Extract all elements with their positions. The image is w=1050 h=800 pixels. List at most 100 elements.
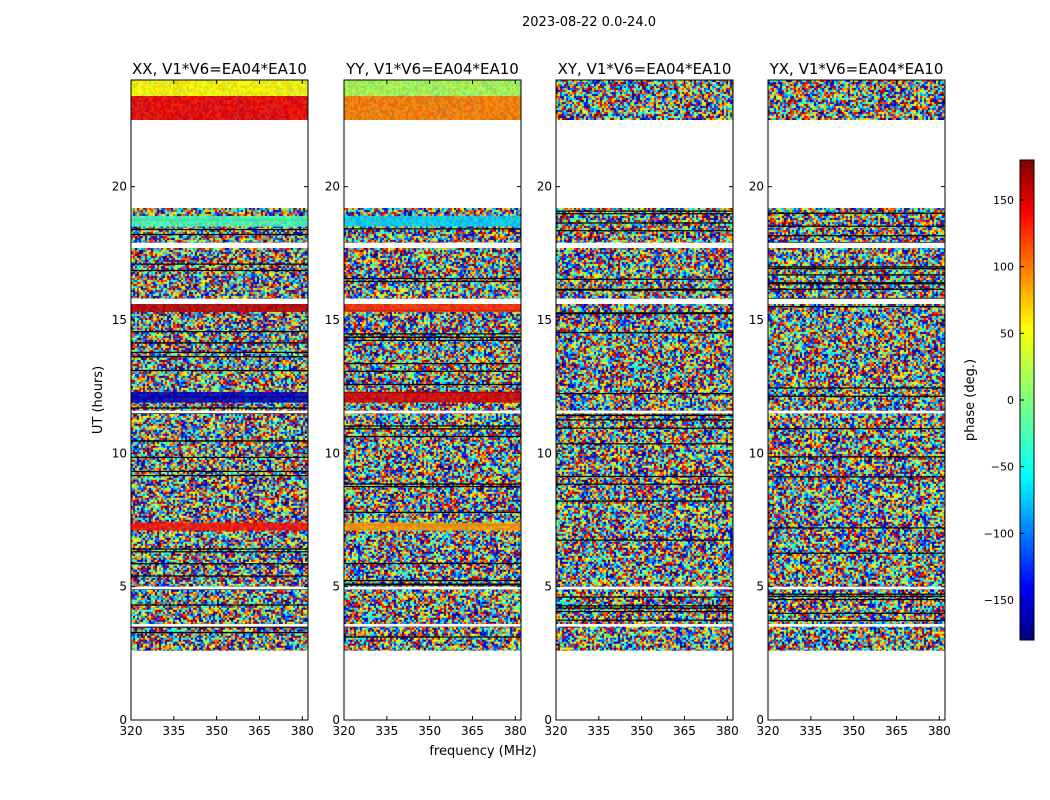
scan-stripe (556, 278, 733, 280)
figure-title: 2023-08-22 0.0-24.0 (522, 15, 656, 30)
coherent-band (131, 80, 308, 96)
phase-noise-region (556, 208, 733, 651)
scan-stripe (131, 369, 308, 372)
scan-stripe (131, 474, 308, 477)
dropout-band (131, 586, 308, 590)
scan-stripe (344, 579, 521, 582)
y-tick-label: 5 (756, 580, 764, 594)
coherent-band (131, 522, 308, 531)
x-tick-label: 320 (757, 724, 780, 738)
scan-stripe (768, 428, 945, 430)
x-tick-label: 380 (716, 724, 739, 738)
scan-stripe (768, 395, 945, 397)
dropout-band (131, 242, 308, 248)
scan-stripe (131, 626, 308, 628)
dropout-band (768, 410, 945, 414)
scan-stripe (768, 274, 945, 276)
x-axis-label: frequency (MHz) (429, 744, 536, 759)
scan-stripe (768, 306, 945, 308)
scan-stripe (131, 351, 308, 353)
scan-stripe (768, 297, 945, 300)
scan-stripe (768, 595, 945, 597)
scan-stripe (556, 288, 733, 290)
y-tick-label: 15 (112, 313, 127, 327)
coherent-band (131, 96, 308, 120)
scan-stripe (556, 210, 733, 212)
panel-title: XX, V1*V6=EA04*EA10 (132, 60, 307, 78)
scan-stripe (131, 228, 308, 231)
y-tick-label: 0 (119, 713, 127, 727)
scan-stripe (556, 475, 733, 478)
scan-stripe (131, 563, 308, 565)
panels-group: XX, V1*V6=EA04*EA10 320 335 350 365 380 0 5 10 15… (112, 60, 951, 738)
scan-stripe (768, 456, 945, 458)
scan-stripe (556, 539, 733, 541)
scan-stripe (556, 610, 733, 613)
scan-stripe (344, 280, 521, 283)
y-tick-label: 10 (537, 446, 552, 460)
scan-stripe (556, 312, 733, 315)
x-tick-label: 350 (842, 724, 865, 738)
phase-noise-region (131, 208, 308, 651)
scan-stripe (131, 470, 308, 473)
panel-title: YY, V1*V6=EA04*EA10 (345, 60, 519, 78)
scan-stripe (131, 233, 308, 236)
scan-stripe (768, 619, 945, 622)
scan-stripe (344, 428, 521, 430)
scan-stripe (556, 230, 733, 232)
scan-stripe (768, 283, 945, 285)
panel-frame (130, 79, 309, 721)
y-tick-label: 15 (325, 313, 340, 327)
dropout-band (556, 298, 733, 304)
scan-stripe (131, 412, 308, 414)
scan-stripe (344, 277, 521, 280)
y-tick-label: 10 (112, 446, 127, 460)
scan-stripe (768, 593, 945, 595)
scan-stripe (768, 225, 945, 227)
x-tick-label: 380 (291, 724, 314, 738)
y-tick-label: 20 (749, 180, 764, 194)
y-tick-label: 20 (112, 180, 127, 194)
scan-stripe (556, 222, 733, 224)
scan-stripe (556, 443, 733, 445)
x-tick-label: 365 (461, 724, 484, 738)
y-tick-label: 0 (544, 713, 552, 727)
dropout-band (768, 242, 945, 248)
panel-2: XY, V1*V6=EA04*EA10 320 335 350 365 380 0 5 10 15… (537, 60, 739, 738)
dropout-band (344, 298, 521, 304)
scan-stripe (556, 393, 733, 395)
panel-1: YY, V1*V6=EA04*EA10 320 335 350 365 380 0 5 10 15… (325, 60, 527, 738)
scan-stripe (344, 333, 521, 335)
x-tick-label: 335 (162, 724, 185, 738)
colorbar-tick-label: −100 (984, 527, 1014, 540)
scan-stripe (344, 339, 521, 342)
scan-stripe (344, 363, 521, 365)
coherent-band (344, 522, 521, 531)
panel-frame (343, 79, 522, 721)
scan-stripe (768, 235, 945, 237)
y-tick-label: 5 (119, 580, 127, 594)
scan-stripe (344, 636, 521, 638)
phase-noise-region (556, 80, 733, 120)
x-tick-label: 320 (120, 724, 143, 738)
y-tick-label: 20 (325, 180, 340, 194)
dropout-band (556, 624, 733, 627)
x-tick-label: 350 (418, 724, 441, 738)
panel-frame (767, 79, 946, 721)
dropout-band (768, 298, 945, 304)
x-tick-label: 320 (545, 724, 568, 738)
scan-stripe (131, 342, 308, 344)
scan-stripe (556, 332, 733, 334)
scan-stripe (556, 500, 733, 502)
scan-stripe (131, 407, 308, 409)
scan-stripe (344, 435, 521, 438)
scan-stripe (131, 440, 308, 442)
scan-stripe (768, 266, 945, 268)
scan-stripe (768, 268, 945, 270)
scan-stripe (768, 598, 945, 601)
colorbar-tick-label: −50 (991, 461, 1014, 474)
x-tick-label: 365 (885, 724, 908, 738)
coherent-band (344, 392, 521, 403)
scan-stripe (768, 612, 945, 614)
